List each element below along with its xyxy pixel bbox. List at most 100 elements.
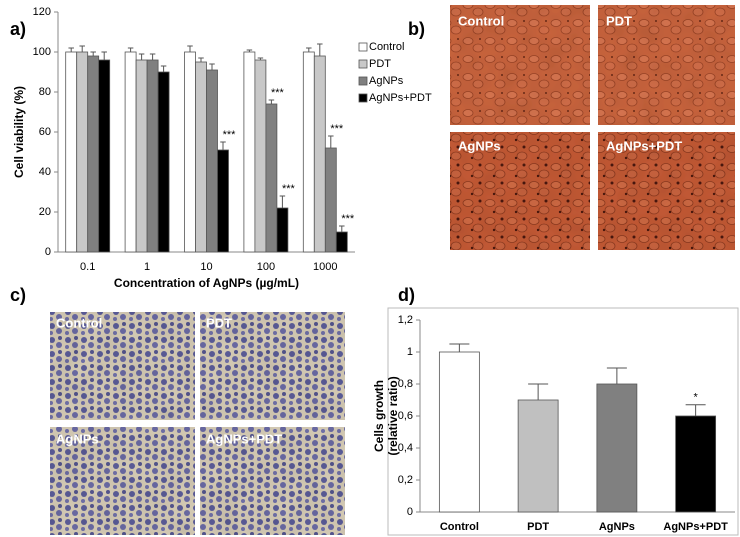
error-bar	[209, 63, 215, 70]
micrograph-label: PDT	[206, 315, 232, 330]
bar	[254, 59, 267, 253]
panel-label: d)	[398, 285, 415, 305]
y-tick-label: 0,6	[398, 410, 413, 422]
bar	[135, 59, 148, 253]
micrograph-label: Control	[56, 315, 102, 330]
significance-marker: ***	[330, 123, 344, 135]
micrograph	[50, 427, 195, 535]
bar	[596, 383, 638, 513]
significance-marker: ***	[341, 213, 355, 225]
bar	[206, 69, 218, 253]
error-bar	[246, 49, 253, 52]
y-tick-label: 40	[39, 166, 51, 178]
legend-label: PDT	[369, 58, 391, 70]
y-axis-label: Cells growth	[372, 380, 386, 452]
significance-marker: ***	[271, 87, 285, 99]
bar	[65, 51, 78, 253]
error-bar	[198, 57, 204, 62]
error-bar	[79, 45, 85, 52]
y-tick-label: 0,8	[398, 378, 413, 390]
error-bar	[279, 195, 286, 208]
significance-marker: *	[693, 392, 698, 404]
y-tick-label: 1	[407, 346, 413, 358]
micrograph	[598, 5, 735, 125]
x-tick-label: 10	[200, 261, 212, 273]
significance-marker: ***	[282, 183, 296, 195]
y-tick-label: 100	[33, 46, 51, 58]
error-bar	[127, 47, 134, 52]
bar	[98, 59, 111, 253]
bar	[184, 51, 196, 253]
micrograph-label: AgNPs	[56, 431, 99, 446]
legend-label: AgNPs	[369, 75, 404, 87]
panel-label: a)	[10, 19, 26, 39]
error-bar	[101, 51, 107, 60]
micrograph-label: AgNPs+PDT	[206, 431, 282, 446]
y-tick-label: 20	[39, 206, 51, 218]
y-axis-label: Cell viability (%)	[12, 86, 26, 178]
legend-swatch	[358, 76, 368, 86]
error-bar	[187, 45, 193, 52]
error-bar	[328, 135, 334, 148]
bar	[76, 51, 89, 253]
micrograph-label: AgNPs	[458, 138, 501, 153]
y-tick-label: 0,2	[398, 474, 413, 486]
micrograph-label: PDT	[606, 13, 632, 28]
bar	[302, 51, 315, 253]
chart-frame	[387, 307, 739, 536]
error-bar	[220, 141, 226, 150]
error-bar	[339, 225, 345, 232]
x-tick-label: Control	[440, 521, 479, 533]
error-bar	[449, 343, 470, 352]
micrograph	[200, 427, 345, 535]
bar	[276, 207, 289, 253]
legend-swatch	[358, 93, 368, 103]
panel-label: b)	[408, 19, 425, 39]
error-bar	[257, 57, 264, 60]
x-tick-label: 100	[257, 261, 275, 273]
error-bar	[606, 367, 627, 384]
bar	[87, 55, 100, 253]
micrographs-c: Control PDT AgNPs AgNPs+PDT	[50, 312, 345, 535]
bar	[195, 61, 207, 253]
panel-label: c)	[10, 285, 26, 305]
bar	[157, 71, 170, 253]
error-bar	[317, 43, 323, 56]
error-bar	[138, 53, 145, 60]
bar	[313, 55, 326, 253]
micrograph-label: AgNPs+PDT	[606, 138, 682, 153]
micrograph	[50, 312, 195, 420]
bar	[438, 351, 480, 513]
error-bar	[306, 47, 312, 52]
x-tick-label: 1000	[313, 261, 337, 273]
legend-label: AgNPs+PDT	[369, 92, 432, 104]
bar	[675, 415, 717, 513]
y-tick-label: 0	[407, 506, 413, 518]
legend-swatch	[358, 42, 368, 52]
x-tick-label: AgNPs	[599, 521, 635, 533]
y-tick-label: 0	[45, 246, 51, 258]
y-axis-label: (relative ratio)	[386, 376, 400, 455]
micrograph	[450, 5, 590, 125]
error-bar	[149, 53, 156, 60]
x-tick-label: PDT	[527, 521, 549, 533]
micrograph-label: Control	[458, 13, 504, 28]
bar	[324, 147, 337, 253]
x-tick-label: 1	[144, 261, 150, 273]
error-bar	[68, 47, 74, 52]
x-tick-label: 0.1	[80, 261, 95, 273]
x-tick-label: AgNPs+PDT	[663, 521, 728, 533]
error-bar	[268, 99, 275, 104]
error-bar	[528, 383, 549, 400]
micrograph	[450, 132, 590, 250]
bar	[124, 51, 137, 253]
legend-swatch	[358, 59, 368, 69]
legend-label: Control	[369, 41, 404, 53]
bar	[217, 149, 229, 253]
micrograph	[200, 312, 345, 420]
bar	[146, 59, 159, 253]
y-tick-label: 120	[33, 6, 51, 18]
bar	[243, 51, 256, 253]
bar	[335, 231, 348, 253]
